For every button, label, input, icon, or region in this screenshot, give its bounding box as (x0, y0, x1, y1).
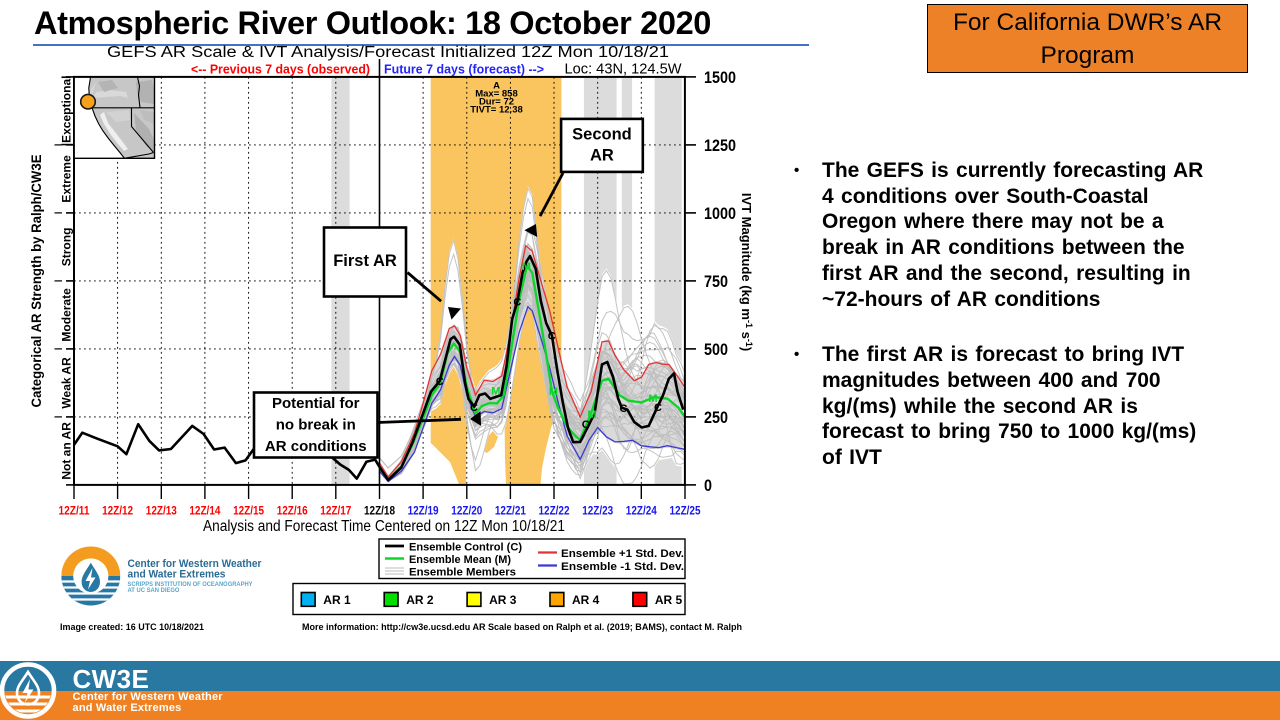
svg-text:C: C (582, 419, 590, 431)
svg-text:AT UC SAN DIEGO: AT UC SAN DIEGO (128, 587, 180, 594)
svg-text:AR 1: AR 1 (323, 593, 351, 607)
svg-text:12Z/18: 12Z/18 (364, 504, 395, 518)
svg-text:12Z/13: 12Z/13 (146, 504, 177, 518)
svg-text:C: C (513, 296, 521, 308)
svg-text:12Z/16: 12Z/16 (277, 504, 308, 518)
svg-text:12Z/24: 12Z/24 (626, 504, 657, 518)
svg-text:12Z/23: 12Z/23 (582, 504, 613, 518)
svg-text:AR 4: AR 4 (572, 593, 600, 607)
svg-text:AR conditions: AR conditions (265, 438, 367, 455)
svg-text:1000: 1000 (704, 205, 736, 223)
svg-text:Ensemble Mean (M): Ensemble Mean (M) (409, 554, 511, 566)
svg-text:12Z/11: 12Z/11 (59, 504, 90, 518)
svg-text:AR 3: AR 3 (489, 593, 517, 607)
svg-text:TIVT= 12.38: TIVT= 12.38 (470, 105, 523, 116)
svg-text:12Z/19: 12Z/19 (408, 504, 439, 518)
svg-text:<-- Previous 7 days (observed): <-- Previous 7 days (observed) (191, 62, 370, 77)
svg-text:Ensemble +1 Std. Dev.: Ensemble +1 Std. Dev. (561, 548, 684, 560)
svg-text:Center for Western Weather: Center for Western Weather (128, 558, 263, 570)
svg-text:Ensemble -1 Std. Dev.: Ensemble -1 Std. Dev. (561, 561, 684, 573)
svg-text:no break in: no break in (276, 417, 356, 434)
svg-text:Future 7 days (forecast) -->: Future 7 days (forecast) --> (384, 62, 544, 77)
svg-text:Weak AR: Weak AR (60, 357, 74, 409)
svg-text:0: 0 (704, 477, 712, 495)
svg-text:Ensemble Control (C): Ensemble Control (C) (409, 542, 522, 554)
svg-text:First AR: First AR (333, 252, 397, 270)
svg-text:AR: AR (590, 147, 614, 165)
svg-text:12Z/12: 12Z/12 (102, 504, 133, 518)
svg-text:AR 5: AR 5 (655, 593, 683, 607)
svg-text:C: C (470, 402, 478, 414)
svg-text:Loc: 43N, 124.5W: Loc: 43N, 124.5W (565, 62, 682, 78)
svg-text:12Z/22: 12Z/22 (539, 504, 570, 518)
svg-text:C: C (436, 376, 444, 388)
svg-text:M: M (491, 386, 500, 398)
svg-text:12Z/17: 12Z/17 (320, 504, 351, 518)
svg-text:IVT Magnitude (kg m-1 s-1): IVT Magnitude (kg m-1 s-1) (739, 193, 754, 351)
svg-text:GEFS AR Scale & IVT Analysis/F: GEFS AR Scale & IVT Analysis/Forecast In… (107, 44, 669, 61)
svg-text:Max= 858: Max= 858 (475, 89, 518, 100)
svg-text:Image created: 16 UTC 10/18/20: Image created: 16 UTC 10/18/2021 (60, 622, 205, 633)
svg-text:Ensemble Members: Ensemble Members (409, 567, 516, 579)
svg-text:Moderate: Moderate (60, 288, 74, 342)
svg-text:|Exceptional: |Exceptional (60, 76, 74, 147)
svg-text:500: 500 (704, 341, 728, 359)
svg-text:M: M (648, 393, 657, 405)
svg-text:Analysis and Forecast Time Cen: Analysis and Forecast Time Centered on 1… (203, 518, 565, 535)
svg-text:M: M (587, 409, 596, 421)
svg-text:AR 2: AR 2 (406, 593, 434, 607)
svg-text:250: 250 (704, 409, 728, 427)
svg-text:1500: 1500 (704, 69, 736, 87)
svg-text:and Water Extremes: and Water Extremes (128, 569, 226, 581)
svg-text:More information: http://cw3e.: More information: http://cw3e.ucsd.edu A… (302, 622, 742, 633)
svg-text:Strong: Strong (60, 228, 74, 267)
svg-text:12Z/25: 12Z/25 (670, 504, 701, 518)
svg-text:SCRIPPS INSTITUTION OF OCEANOG: SCRIPPS INSTITUTION OF OCEANOGRAPHY (128, 581, 254, 588)
svg-text:A: A (493, 81, 500, 92)
svg-text:C: C (654, 402, 662, 414)
svg-text:M: M (549, 386, 558, 398)
svg-text:Second: Second (572, 126, 632, 144)
svg-text:Potential for: Potential for (272, 395, 360, 412)
svg-text:Not an AR: Not an AR (60, 422, 74, 480)
svg-text:12Z/20: 12Z/20 (451, 504, 482, 518)
svg-text:C: C (620, 403, 628, 415)
svg-text:750: 750 (704, 273, 728, 291)
svg-text:1250: 1250 (704, 137, 736, 155)
svg-text:Categorical AR Strength by Ral: Categorical AR Strength by Ralph/CW3E (29, 155, 44, 408)
svg-text:C: C (548, 331, 556, 343)
svg-text:M: M (522, 261, 531, 273)
svg-text:12Z/15: 12Z/15 (233, 504, 264, 518)
svg-text:Extreme: Extreme (60, 155, 74, 203)
svg-text:12Z/21: 12Z/21 (495, 504, 526, 518)
svg-text:12Z/14: 12Z/14 (189, 504, 220, 518)
svg-text:Dur= 72: Dur= 72 (479, 97, 514, 108)
